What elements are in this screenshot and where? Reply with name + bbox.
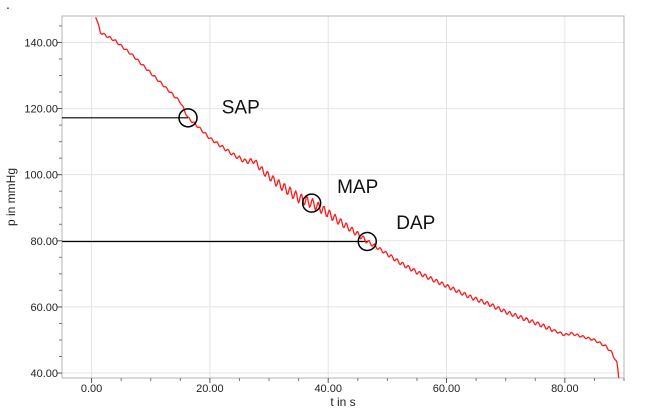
x-tick-label: 80.00 xyxy=(551,383,579,395)
y-axis-title: p in mmHg xyxy=(4,168,18,226)
y-tick-label: 100.00 xyxy=(24,170,58,182)
series-line-pressure xyxy=(95,16,620,379)
x-tick-label: 0.00 xyxy=(81,383,102,395)
y-tick-label: 120.00 xyxy=(24,104,58,116)
x-axis-title: t in s xyxy=(330,395,355,409)
y-tick-label: 60.00 xyxy=(30,302,58,314)
plot-frame xyxy=(61,15,625,379)
annotations-layer: SAP MAP DAP xyxy=(178,98,435,252)
corner-dot-mark: . xyxy=(6,0,10,12)
marker-circle-map xyxy=(301,193,322,213)
y-tick-label: 80.00 xyxy=(30,236,58,248)
reference-lines xyxy=(62,117,368,243)
annotation-label-dap: DAP xyxy=(396,213,435,234)
annotation-label-map: MAP xyxy=(337,177,378,198)
ticks-layer: 0.00 20.00 40.00 60.00 80.00 40.00 60.00 80.00 1… xyxy=(24,25,625,395)
axis-layer xyxy=(61,15,625,379)
x-tick-label: 60.00 xyxy=(433,383,461,395)
y-tick-label: 140.00 xyxy=(24,37,58,49)
x-tick-label: 40.00 xyxy=(314,383,342,395)
x-tick-label: 20.00 xyxy=(196,383,224,395)
annotation-label-sap: SAP xyxy=(222,98,260,119)
y-tick-label: 40.00 xyxy=(30,368,58,380)
grid-layer xyxy=(62,16,624,378)
marker-circle-dap xyxy=(357,231,378,252)
marker-circle-sap xyxy=(178,108,198,128)
